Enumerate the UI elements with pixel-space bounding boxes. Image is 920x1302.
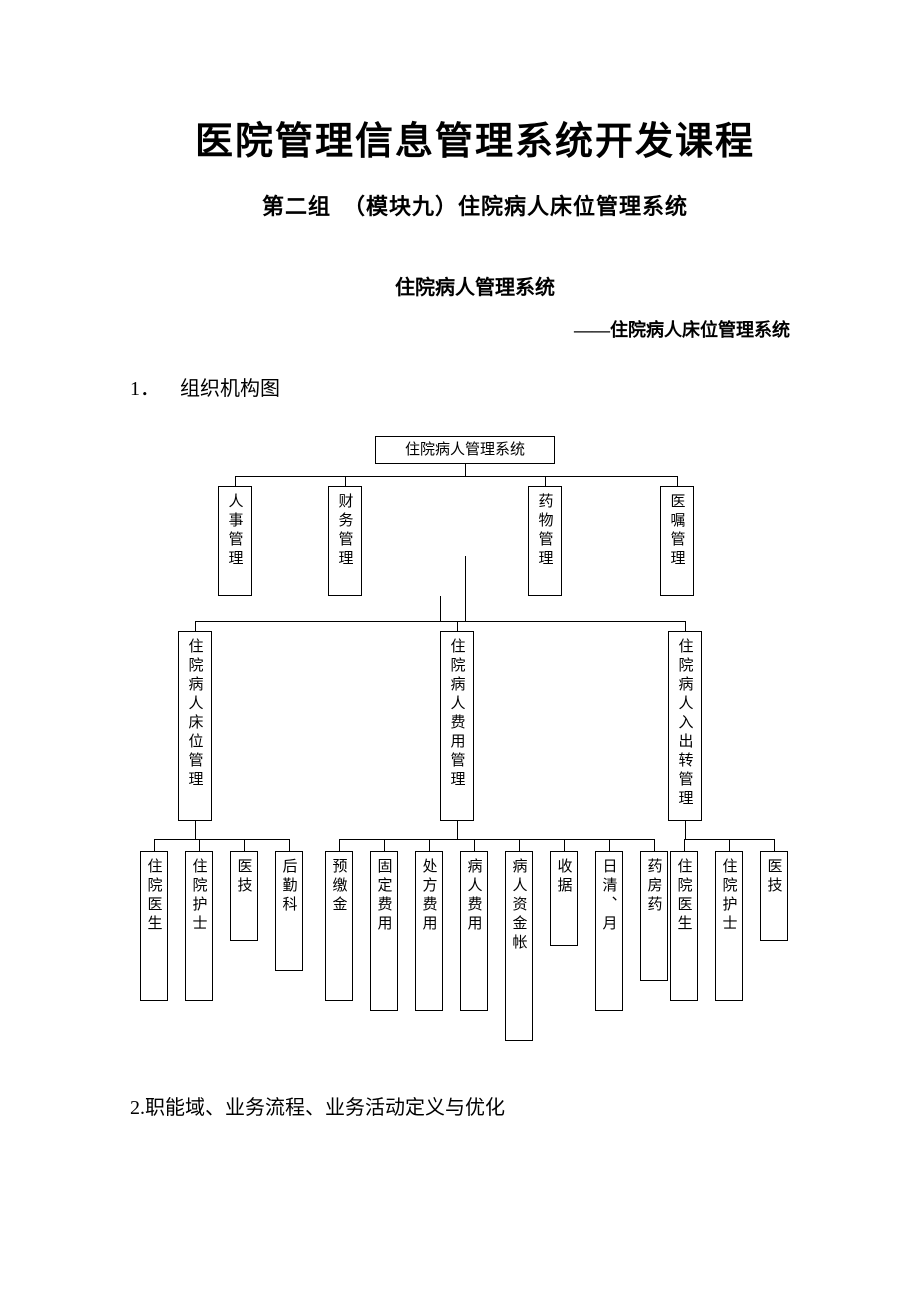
heading-2: 2.职能域、业务流程、业务活动定义与优化 <box>130 1091 820 1120</box>
l2-node-0: 人事管理 <box>218 486 252 596</box>
heading-1: 1．组织机构图 <box>130 372 820 401</box>
section-sub: ——住院病人床位管理系统 <box>130 316 820 342</box>
c-leaf-2: 医技 <box>760 851 788 941</box>
l2-node-2: 药物管理 <box>528 486 562 596</box>
b-leaf-3: 病人费用 <box>460 851 488 1011</box>
b-leaf-1: 固定费用 <box>370 851 398 1011</box>
c-leaf-1: 住院护士 <box>715 851 743 1001</box>
a-leaf-0: 住院医生 <box>140 851 168 1001</box>
b-leaf-0: 预缴金 <box>325 851 353 1001</box>
a-leaf-3: 后勤科 <box>275 851 303 971</box>
a-leaf-2: 医技 <box>230 851 258 941</box>
b-leaf-6: 日清、月 <box>595 851 623 1011</box>
section-title: 住院病人管理系统 <box>130 271 820 300</box>
root-node: 住院病人管理系统 <box>375 436 555 464</box>
l3-node-1: 住院病人费用管理 <box>440 631 474 821</box>
l2-node-1: 财务管理 <box>328 486 362 596</box>
b-leaf-4: 病人资金帐 <box>505 851 533 1041</box>
b-leaf-7: 药房药 <box>640 851 668 981</box>
l3-node-2: 住院病人入出转管理 <box>668 631 702 821</box>
title-sub: 第二组 （模块九）住院病人床位管理系统 <box>130 189 820 221</box>
a-leaf-1: 住院护士 <box>185 851 213 1001</box>
b-leaf-2: 处方费用 <box>415 851 443 1011</box>
l3-node-0: 住院病人床位管理 <box>178 631 212 821</box>
b-leaf-5: 收据 <box>550 851 578 946</box>
org-chart: 住院病人管理系统人事管理 财务管理 药物管理 医嘱管理住院病人床位管理 住院病人费用管理… <box>130 431 830 1051</box>
title-main: 医院管理信息管理系统开发课程 <box>130 110 820 165</box>
c-leaf-0: 住院医生 <box>670 851 698 1001</box>
l2-node-3: 医嘱管理 <box>660 486 694 596</box>
